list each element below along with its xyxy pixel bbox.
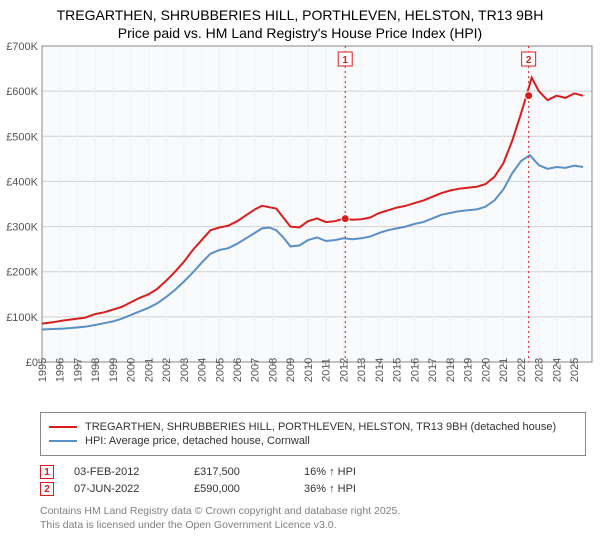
svg-text:2: 2 xyxy=(526,55,532,66)
legend-row: TREGARTHEN, SHRUBBERIES HILL, PORTHLEVEN… xyxy=(49,421,577,433)
svg-text:2015: 2015 xyxy=(392,358,404,382)
svg-text:1: 1 xyxy=(342,55,348,66)
transaction-delta: 36% ↑ HPI xyxy=(304,483,424,495)
svg-text:£700K: £700K xyxy=(6,42,38,53)
transaction-row: 2 07-JUN-2022£590,00036% ↑ HPI xyxy=(40,482,586,496)
svg-text:2011: 2011 xyxy=(321,359,333,383)
svg-text:£500K: £500K xyxy=(6,132,38,144)
svg-text:2005: 2005 xyxy=(214,358,226,382)
svg-text:£200K: £200K xyxy=(6,267,38,279)
svg-text:2019: 2019 xyxy=(463,358,475,382)
svg-text:2006: 2006 xyxy=(232,358,244,382)
event-marker-1 xyxy=(341,215,349,223)
title-line2: Price paid vs. HM Land Registry's House … xyxy=(0,24,600,42)
svg-text:2001: 2001 xyxy=(143,358,155,382)
svg-text:2025: 2025 xyxy=(569,358,581,382)
svg-text:1999: 1999 xyxy=(108,358,120,382)
footer-attrib: Contains HM Land Registry data © Crown c… xyxy=(40,505,586,532)
event-marker-2 xyxy=(525,92,533,100)
transaction-num-box: 1 xyxy=(40,465,54,479)
legend: TREGARTHEN, SHRUBBERIES HILL, PORTHLEVEN… xyxy=(40,412,586,456)
title-line1: TREGARTHEN, SHRUBBERIES HILL, PORTHLEVEN… xyxy=(0,6,600,24)
footer-line1: Contains HM Land Registry data © Crown c… xyxy=(40,505,586,519)
svg-text:2017: 2017 xyxy=(427,358,439,382)
svg-text:2000: 2000 xyxy=(126,358,138,382)
svg-text:2024: 2024 xyxy=(551,358,563,382)
svg-text:2018: 2018 xyxy=(445,358,457,382)
svg-text:2022: 2022 xyxy=(516,358,528,382)
svg-text:£300K: £300K xyxy=(6,222,38,234)
footer-line2: This data is licensed under the Open Gov… xyxy=(40,519,586,533)
svg-text:£100K: £100K xyxy=(6,312,38,324)
svg-text:2020: 2020 xyxy=(480,358,492,382)
legend-swatch xyxy=(49,440,77,442)
svg-text:2014: 2014 xyxy=(374,358,386,382)
legend-row: HPI: Average price, detached house, Corn… xyxy=(49,435,577,447)
transaction-price: £317,500 xyxy=(194,466,304,478)
legend-swatch xyxy=(49,426,77,428)
transaction-num-box: 2 xyxy=(40,482,54,496)
transaction-row: 1 03-FEB-2012£317,50016% ↑ HPI xyxy=(40,465,586,479)
svg-text:2013: 2013 xyxy=(356,358,368,382)
svg-text:2007: 2007 xyxy=(250,358,262,382)
transaction-date: 03-FEB-2012 xyxy=(74,466,194,478)
svg-text:2021: 2021 xyxy=(498,358,510,382)
transaction-delta: 16% ↑ HPI xyxy=(304,466,424,478)
svg-text:1998: 1998 xyxy=(90,358,102,382)
svg-text:2016: 2016 xyxy=(409,358,421,382)
svg-text:2003: 2003 xyxy=(179,358,191,382)
svg-text:2004: 2004 xyxy=(197,358,209,382)
svg-text:2023: 2023 xyxy=(534,358,546,382)
svg-text:2010: 2010 xyxy=(303,358,315,382)
svg-text:£400K: £400K xyxy=(6,177,38,189)
svg-text:1995: 1995 xyxy=(37,358,49,382)
transaction-date: 07-JUN-2022 xyxy=(74,483,194,495)
legend-label: HPI: Average price, detached house, Corn… xyxy=(85,435,310,447)
svg-text:1996: 1996 xyxy=(55,358,67,382)
svg-text:1997: 1997 xyxy=(72,358,84,382)
chart-title: TREGARTHEN, SHRUBBERIES HILL, PORTHLEVEN… xyxy=(0,0,600,42)
svg-text:£600K: £600K xyxy=(6,87,38,99)
legend-label: TREGARTHEN, SHRUBBERIES HILL, PORTHLEVEN… xyxy=(85,421,556,433)
svg-text:2002: 2002 xyxy=(161,358,173,382)
svg-text:2012: 2012 xyxy=(338,358,350,382)
line-chart: £0£100K£200K£300K£400K£500K£600K£700K199… xyxy=(0,42,600,408)
transaction-table: 1 03-FEB-2012£317,50016% ↑ HPI 2 07-JUN-202… xyxy=(40,462,586,499)
svg-text:2008: 2008 xyxy=(267,358,279,382)
svg-text:2009: 2009 xyxy=(285,358,297,382)
chart-area: £0£100K£200K£300K£400K£500K£600K£700K199… xyxy=(0,42,600,408)
transaction-price: £590,000 xyxy=(194,483,304,495)
